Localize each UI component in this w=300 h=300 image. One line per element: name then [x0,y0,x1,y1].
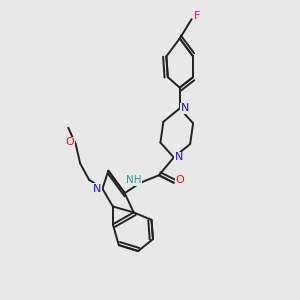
Text: O: O [175,175,184,185]
Text: N: N [93,184,101,194]
Text: N: N [181,103,189,113]
Text: O: O [65,137,74,147]
Text: NH: NH [126,175,142,185]
Text: N: N [175,152,183,162]
Text: F: F [194,11,200,21]
